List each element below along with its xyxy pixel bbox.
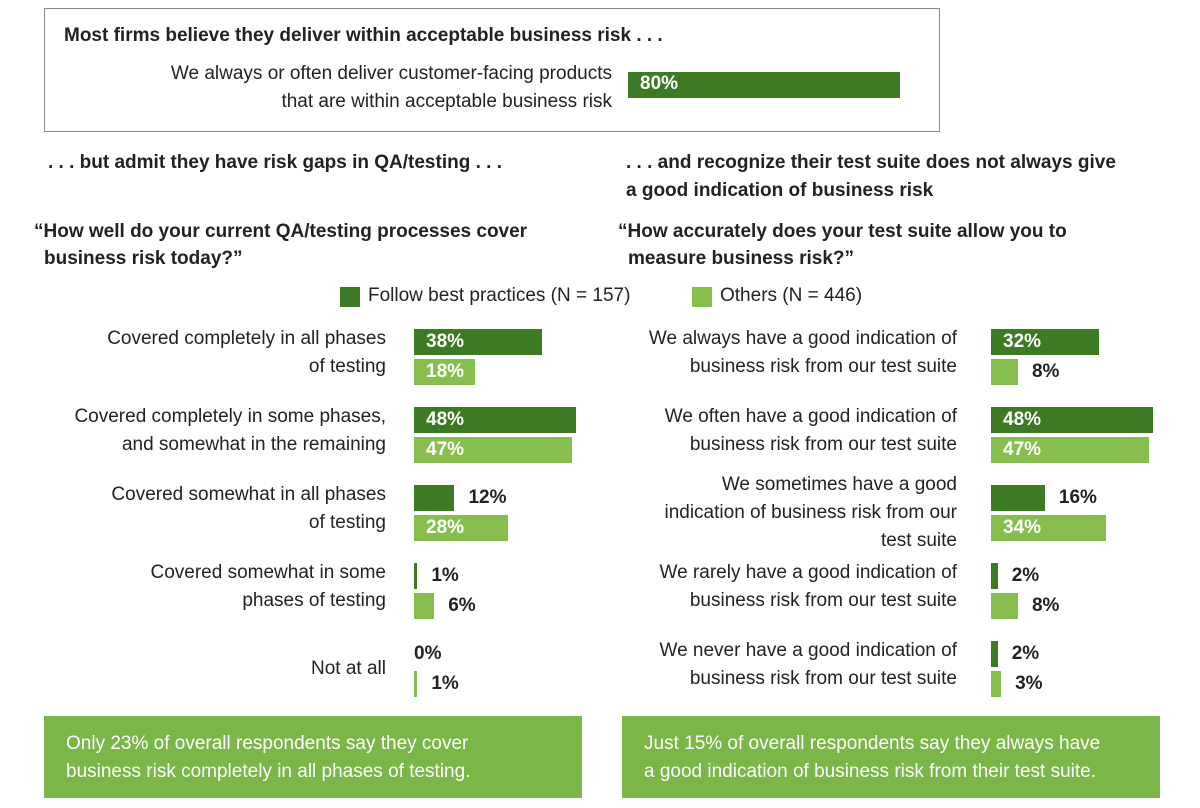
right-bar-best: [991, 329, 1099, 355]
right-category-label: We rarely have a good indication of: [659, 562, 958, 583]
left-bar-others: [414, 593, 435, 619]
top-summary-box: [44, 8, 940, 132]
left-callout-line2: business risk completely in all phases o…: [66, 761, 471, 782]
right-bar-best: [991, 641, 998, 667]
top-label-line2: that are within acceptable business risk: [281, 91, 612, 112]
right-bar-others: [991, 515, 1106, 541]
left-value-label: 47%: [426, 439, 465, 460]
right-subheading-line2: a good indication of business risk: [626, 180, 934, 201]
right-category-label: We never have a good indication of: [659, 640, 957, 661]
right-category-label: business risk from our test suite: [689, 668, 957, 689]
right-question-line2: measure business risk?”: [628, 248, 854, 269]
right-value-label: 8%: [1031, 361, 1060, 382]
right-value-label: 2%: [1011, 643, 1040, 664]
left-category-label: Covered completely in all phases: [107, 328, 386, 349]
right-bar-best: [991, 485, 1045, 511]
right-category-label: business risk from our test suite: [689, 356, 957, 377]
left-question-line1: “How well do your current QA/testing pro…: [34, 221, 528, 242]
left-category-label: and somewhat in the remaining: [121, 434, 386, 455]
right-value-label: 34%: [1003, 517, 1042, 538]
right-callout-line1: Just 15% of overall respondents say they…: [644, 733, 1101, 754]
left-value-label: 38%: [426, 331, 465, 352]
right-question-line1: “How accurately does your test suite all…: [618, 221, 1067, 242]
right-category-label: indication of business risk from our: [664, 502, 957, 523]
right-bar-others: [991, 437, 1150, 463]
left-bar-best: [414, 485, 455, 511]
right-bar-others: [991, 359, 1018, 385]
right-bar-others: [991, 593, 1018, 619]
right-callout-line2: a good indication of business risk from …: [644, 761, 1097, 782]
legend-swatch-others: [692, 287, 712, 307]
left-bar-best: [414, 407, 576, 433]
right-category-label: business risk from our test suite: [689, 434, 957, 455]
left-callout-line1: Only 23% of overall respondents say they…: [66, 733, 469, 754]
left-category-label: Covered somewhat in some: [150, 562, 387, 583]
left-subheading: . . . but admit they have risk gaps in Q…: [48, 152, 502, 173]
left-value-label: 1%: [431, 565, 459, 586]
right-category-label: business risk from our test suite: [689, 590, 957, 611]
top-heading: Most firms believe they deliver within a…: [64, 25, 663, 46]
left-bar-others: [414, 359, 475, 385]
right-value-label: 2%: [1011, 565, 1040, 586]
right-bar-best: [991, 407, 1153, 433]
top-bar-80: [628, 72, 900, 98]
left-category-label: Covered completely in some phases,: [74, 406, 386, 427]
legend-label-others: Others (N = 446): [720, 285, 863, 306]
right-category-label: We often have a good indication of: [664, 406, 957, 427]
top-bar-label: 80%: [640, 73, 679, 94]
left-category-label: of testing: [308, 356, 386, 377]
left-callout: Only 23% of overall respondents say they…: [44, 716, 582, 798]
left-value-label: 48%: [426, 409, 465, 430]
left-question-line2: business risk today?”: [44, 248, 243, 269]
right-category-label: We sometimes have a good: [721, 474, 957, 495]
right-subheading-line1: . . . and recognize their test suite doe…: [626, 152, 1116, 173]
left-bar-others: [414, 515, 509, 541]
left-value-label: 28%: [426, 517, 465, 538]
left-bar-best: [414, 563, 418, 589]
left-value-label: 18%: [426, 361, 465, 382]
right-category-label: test suite: [880, 530, 957, 551]
right-category-label: We always have a good indication of: [648, 328, 957, 349]
right-bar-others: [991, 671, 1002, 697]
right-value-label: 32%: [1003, 331, 1042, 352]
right-value-label: 48%: [1003, 409, 1042, 430]
left-bar-others: [414, 671, 418, 697]
left-category-label: phases of testing: [242, 590, 386, 611]
right-value-label: 3%: [1015, 673, 1043, 694]
left-category-label: Covered somewhat in all phases: [111, 484, 386, 505]
right-value-label: 16%: [1058, 487, 1097, 508]
left-value-label: 0%: [414, 643, 442, 664]
right-callout: Just 15% of overall respondents say they…: [622, 716, 1160, 798]
top-label-line1: We always or often deliver customer-faci…: [170, 63, 612, 84]
left-bar-others: [414, 437, 573, 463]
right-value-label: 47%: [1003, 439, 1042, 460]
left-value-label: 1%: [431, 673, 459, 694]
right-bar-best: [991, 563, 998, 589]
left-category-label: Not at all: [311, 658, 386, 679]
legend-label-best: Follow best practices (N = 157): [368, 285, 631, 306]
left-value-label: 12%: [468, 487, 507, 508]
left-value-label: 6%: [448, 595, 476, 616]
legend-swatch-best: [340, 287, 360, 307]
right-value-label: 8%: [1031, 595, 1060, 616]
left-category-label: of testing: [308, 512, 386, 533]
left-bar-best: [414, 329, 543, 355]
